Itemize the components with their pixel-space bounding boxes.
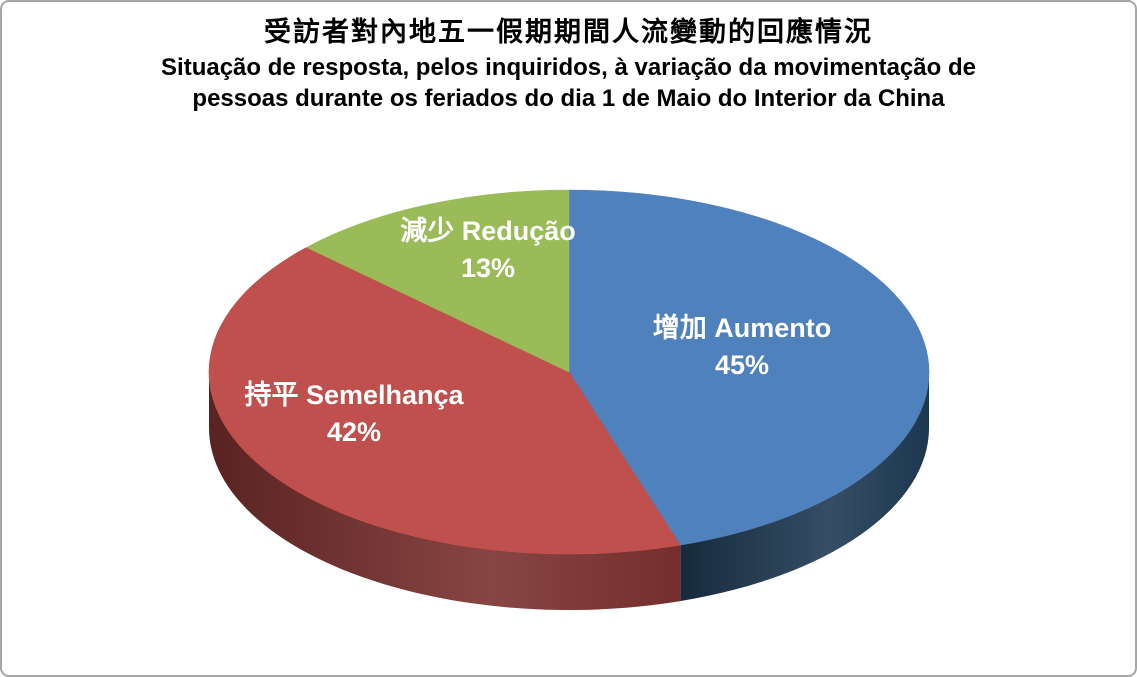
chart-title-pt-line1: Situação de resposta, pelos inquiridos, …: [161, 54, 976, 81]
chart-title-zh: 受訪者對內地五一假期期間人流變動的回應情況: [264, 17, 873, 48]
slice-label-aumento-pct: 45%: [714, 350, 770, 380]
slice-label-aumento: 增加 Aumento 45%: [653, 310, 832, 384]
slice-label-reducao-text: 減少 Redução: [400, 216, 576, 246]
pie-slice-reducao: [305, 189, 570, 373]
slice-label-semelhanca-pct: 42%: [326, 417, 382, 447]
pie-slice-aumento: [568, 189, 930, 546]
chart-title-pt-line2: pessoas durante os feriados do dia 1 de …: [192, 85, 945, 112]
slice-label-semelhanca-text: 持平 Semelhança: [244, 380, 464, 410]
chart-title: 受訪者對內地五一假期期間人流變動的回應情況 Situação de respos…: [2, 14, 1135, 114]
pie-slice-side-aumento: [680, 372, 929, 602]
pie-slice-side-semelhanca: [209, 372, 681, 610]
slice-label-aumento-text: 增加 Aumento: [652, 313, 832, 343]
slice-label-reducao: 減少 Redução 13%: [400, 213, 576, 287]
pie-slice-semelhanca: [208, 247, 681, 555]
slice-label-reducao-pct: 13%: [460, 253, 516, 283]
slice-label-semelhanca: 持平 Semelhança 42%: [244, 377, 463, 451]
